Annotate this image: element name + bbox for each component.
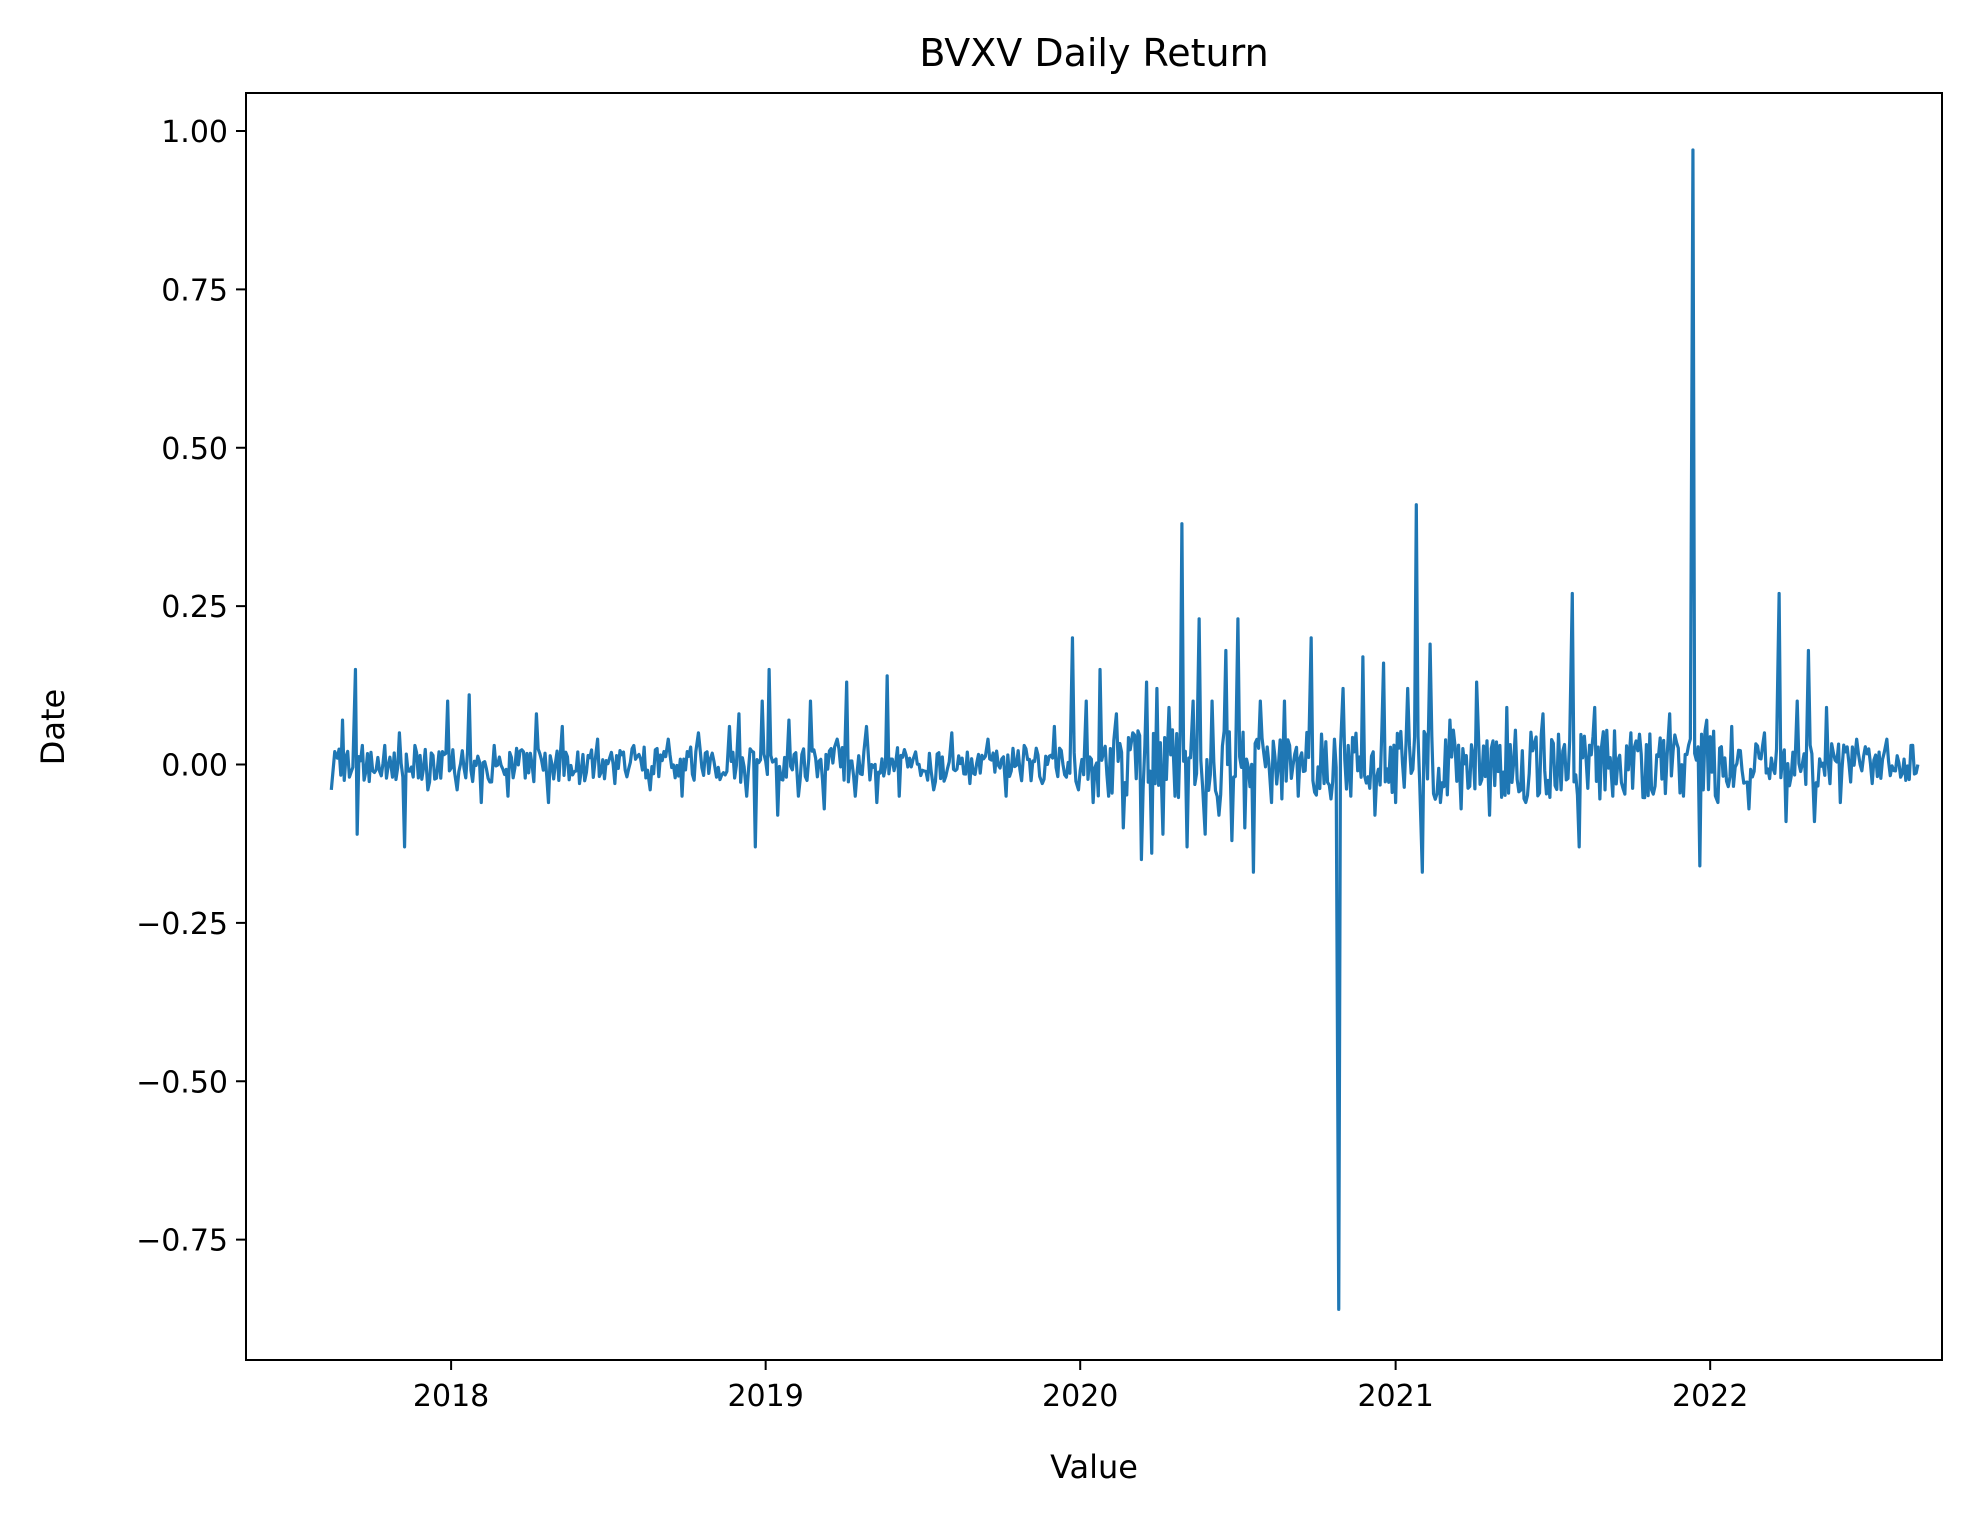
x-tick-label: 2021	[1357, 1379, 1433, 1414]
y-tick-label: −0.25	[136, 907, 228, 942]
y-tick-label: −0.75	[136, 1224, 228, 1259]
y-tick-label: 0.75	[161, 273, 228, 308]
chart-title: BVXV Daily Return	[919, 31, 1268, 75]
x-tick-label: 2018	[413, 1379, 489, 1414]
series-line	[329, 148, 1920, 1311]
y-axis: 1.00 0.75 0.50 0.25 0.00 −0.25 −0.50 −0.75	[136, 115, 246, 1259]
x-tick-label: 2022	[1672, 1379, 1748, 1414]
plot-frame	[245, 92, 1943, 1361]
x-tick-label: 2020	[1042, 1379, 1118, 1414]
y-tick-label: 1.00	[161, 115, 228, 150]
y-axis-label: Date	[34, 689, 72, 765]
y-tick-label: −0.50	[136, 1065, 228, 1100]
y-tick-label: 0.25	[161, 590, 228, 625]
x-axis-label: Value	[1050, 1448, 1138, 1486]
plot-area	[246, 93, 1942, 1360]
y-tick-label: 0.50	[161, 432, 228, 467]
x-axis: 2018 2019 2020 2021 2022	[413, 1360, 1748, 1414]
y-tick-label: 0.00	[161, 749, 228, 784]
series-layer	[329, 148, 1920, 1311]
x-tick-label: 2019	[727, 1379, 803, 1414]
